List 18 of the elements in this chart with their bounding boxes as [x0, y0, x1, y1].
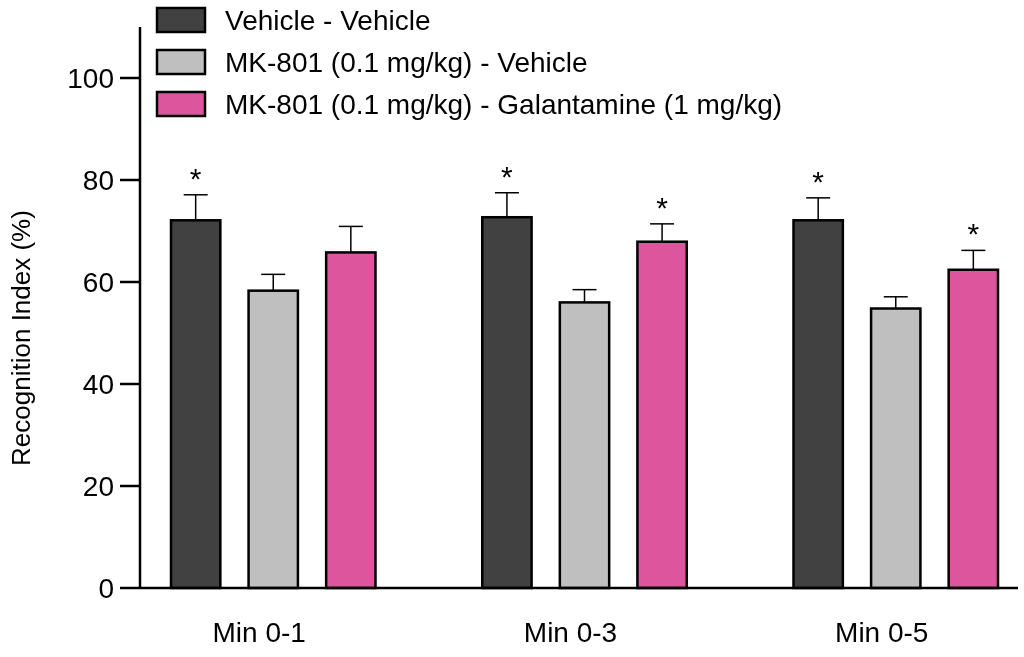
- x-tick-label: Min 0-5: [835, 617, 929, 648]
- legend-label: MK-801 (0.1 mg/kg) - Galantamine (1 mg/kg): [225, 88, 783, 120]
- data-label: *: [812, 164, 825, 198]
- legend-label: MK-801 (0.1 mg/kg) - Vehicle: [225, 46, 588, 78]
- y-axis-title: Recognition Index (%): [6, 210, 36, 466]
- data-label: *: [656, 190, 669, 224]
- y-tick-label: 100: [67, 62, 114, 94]
- y-tick-label: 80: [82, 164, 114, 196]
- y-tick-label: 20: [82, 470, 114, 502]
- legend-label: Vehicle - Vehicle: [225, 4, 431, 36]
- y-tick-label: 40: [82, 368, 114, 400]
- data-label: *: [967, 217, 980, 251]
- data-label: *: [189, 161, 202, 195]
- y-tick-label: 0: [98, 572, 114, 604]
- y-tick-label: 60: [82, 266, 114, 298]
- x-tick-label: Min 0-3: [523, 617, 618, 648]
- x-tick-label: Min 0-1: [212, 617, 306, 648]
- data-label: *: [501, 159, 514, 193]
